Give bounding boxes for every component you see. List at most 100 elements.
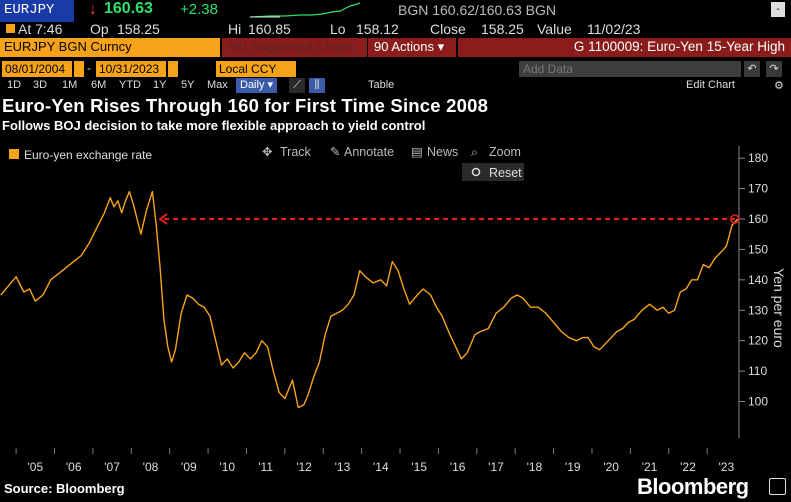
x-tick-label: '14 xyxy=(373,460,389,474)
zoom-icon[interactable]: ⌕ xyxy=(471,145,478,159)
y-tick-label: 110 xyxy=(748,364,767,378)
annotate-button[interactable]: Annotate xyxy=(344,145,394,159)
frequency-select[interactable]: Daily ▾ xyxy=(236,78,278,93)
start-date-field[interactable]: 08/01/2004 xyxy=(2,61,72,77)
x-tick-label: '05 xyxy=(27,460,43,474)
graph-title: G 1100009: Euro-Yen 15-Year High xyxy=(458,38,791,57)
timeframe-3d[interactable]: 3D xyxy=(33,79,48,91)
price-change: +2.38 xyxy=(180,1,218,18)
down-arrow-icon: ↓ xyxy=(89,1,97,18)
at-time: At 7:46 xyxy=(18,21,63,37)
close-label: Close xyxy=(430,21,466,37)
x-tick-label: '21 xyxy=(642,460,658,474)
actions-menu[interactable]: 90 Actions ▾ xyxy=(368,38,456,57)
undo-icon[interactable]: ↶ xyxy=(744,61,760,77)
high-label: Hi xyxy=(228,21,242,37)
legend-swatch xyxy=(9,149,19,159)
x-tick-label: '18 xyxy=(527,460,543,474)
timeframe-ytd[interactable]: YTD xyxy=(119,79,141,91)
y-tick-label: 100 xyxy=(748,395,768,409)
y-axis-label: Yen per euro xyxy=(771,268,787,348)
news-icon[interactable]: ▤ xyxy=(411,145,423,159)
currency-select[interactable]: Local CCY xyxy=(216,61,296,77)
calendar-icon[interactable] xyxy=(168,61,178,77)
source-note: Source: Bloomberg xyxy=(4,481,125,496)
y-tick-label: 160 xyxy=(748,212,768,226)
range-dash: - xyxy=(87,61,91,75)
value-label: Value xyxy=(537,21,572,37)
timeframe-5y[interactable]: 5Y xyxy=(181,79,195,91)
time-marker-icon xyxy=(6,24,15,33)
high-value: 160.85 xyxy=(248,21,291,37)
annotation-arrow-icon xyxy=(158,213,168,225)
timeframe-max[interactable]: Max xyxy=(207,79,228,91)
chart-subtitle: Follows BOJ decision to take more flexib… xyxy=(2,118,426,133)
timeframe-1y[interactable]: 1Y xyxy=(153,79,167,91)
track-icon[interactable]: ✥ xyxy=(262,145,273,159)
x-tick-label: '13 xyxy=(335,460,351,474)
zoom-button[interactable]: Zoom xyxy=(489,145,521,159)
open-label: Op xyxy=(90,21,109,37)
open-value: 158.25 xyxy=(117,21,160,37)
line-chart-icon[interactable]: ⟋ xyxy=(289,78,305,93)
annotation-end-marker xyxy=(729,214,740,224)
line-chart: Euro-yen exchange rate ✥ Track ✎ Annotat… xyxy=(0,145,787,474)
timeframe-1m[interactable]: 1M xyxy=(62,79,78,91)
reset-button-bg[interactable] xyxy=(462,163,524,181)
track-button[interactable]: Track xyxy=(280,145,312,159)
annotate-icon[interactable]: ✎ xyxy=(330,145,340,159)
legend: Euro-yen exchange rate xyxy=(9,148,152,162)
y-tick-label: 130 xyxy=(748,303,768,317)
y-tick-label: 120 xyxy=(748,334,768,348)
bar-chart-icon[interactable]: ⫼ xyxy=(309,78,325,93)
x-tick-label: '20 xyxy=(603,460,619,474)
ohlc-bar: At 7:46 Op 158.25 Hi 160.85 Lo 158.12 Cl… xyxy=(0,19,791,39)
security-field[interactable]: EURJPY BGN Curncy xyxy=(0,38,220,57)
low-value: 158.12 xyxy=(356,21,399,37)
panel-minimize-icon[interactable]: - xyxy=(771,2,785,17)
redo-icon[interactable]: ↷ xyxy=(766,61,782,77)
timeframe-6m[interactable]: 6M xyxy=(91,79,107,91)
series-line-euro-yen xyxy=(0,190,739,409)
edit-chart-button[interactable]: Edit Chart xyxy=(686,79,735,91)
low-label: Lo xyxy=(330,21,346,37)
x-tick-label: '07 xyxy=(104,460,120,474)
bloomberg-logo: Bloomberg xyxy=(637,474,749,499)
y-tick-label: 180 xyxy=(748,151,768,165)
y-tick-label: 140 xyxy=(748,273,768,287)
calendar-icon[interactable] xyxy=(74,61,84,77)
end-date-field[interactable]: 10/31/2023 xyxy=(96,61,166,77)
bid-ask-quote: BGN 160.62/160.63 BGN xyxy=(398,2,556,18)
sparkline-icon xyxy=(250,2,360,18)
x-tick-label: '23 xyxy=(719,460,735,474)
y-axis: 100 110 120 130 140 150 160 170 180 xyxy=(739,151,768,409)
ticker-label[interactable]: EURJPY xyxy=(0,0,74,22)
value-date: 11/02/23 xyxy=(587,21,641,37)
expand-icon[interactable] xyxy=(769,478,786,495)
x-tick-label: '09 xyxy=(181,460,197,474)
x-axis: '05 '06 '07 '08 '09 '10 '11 '12 '13 '14 '15 '16 '17 '… xyxy=(15,448,735,474)
gear-icon[interactable]: ⚙ xyxy=(774,80,784,92)
chart-toolbar: ✥ Track ✎ Annotate ▤ News ⌕ Zoom Reset xyxy=(262,145,524,181)
quote-bar: EURJPY ↓ 160.63 +2.38 BGN 160.62/160.63 … xyxy=(0,0,791,22)
x-tick-label: '19 xyxy=(565,460,581,474)
date-range-bar: 08/01/2004 - 10/31/2023 Local CCY Add Da… xyxy=(0,61,791,78)
x-tick-label: '15 xyxy=(411,460,427,474)
legend-label: Euro-yen exchange rate xyxy=(24,148,152,162)
x-tick-label: '22 xyxy=(680,460,696,474)
x-tick-label: '06 xyxy=(66,460,82,474)
news-button[interactable]: News xyxy=(427,145,458,159)
chart-title: Euro-Yen Rises Through 160 for First Tim… xyxy=(2,95,489,116)
reset-button[interactable]: Reset xyxy=(489,166,522,180)
reset-icon[interactable] xyxy=(471,167,481,177)
add-data-input[interactable]: Add Data xyxy=(519,61,741,77)
last-price: 160.63 xyxy=(104,0,153,17)
suggested-charts-button[interactable]: 96) Suggested Charts xyxy=(222,38,367,57)
x-tick-label: '10 xyxy=(219,460,235,474)
y-tick-label: 150 xyxy=(748,242,768,256)
table-button[interactable]: Table xyxy=(368,79,395,91)
x-tick-label: '17 xyxy=(488,460,504,474)
close-value: 158.25 xyxy=(481,21,524,37)
x-tick-label: '16 xyxy=(450,460,466,474)
timeframe-1d[interactable]: 1D xyxy=(7,79,22,91)
